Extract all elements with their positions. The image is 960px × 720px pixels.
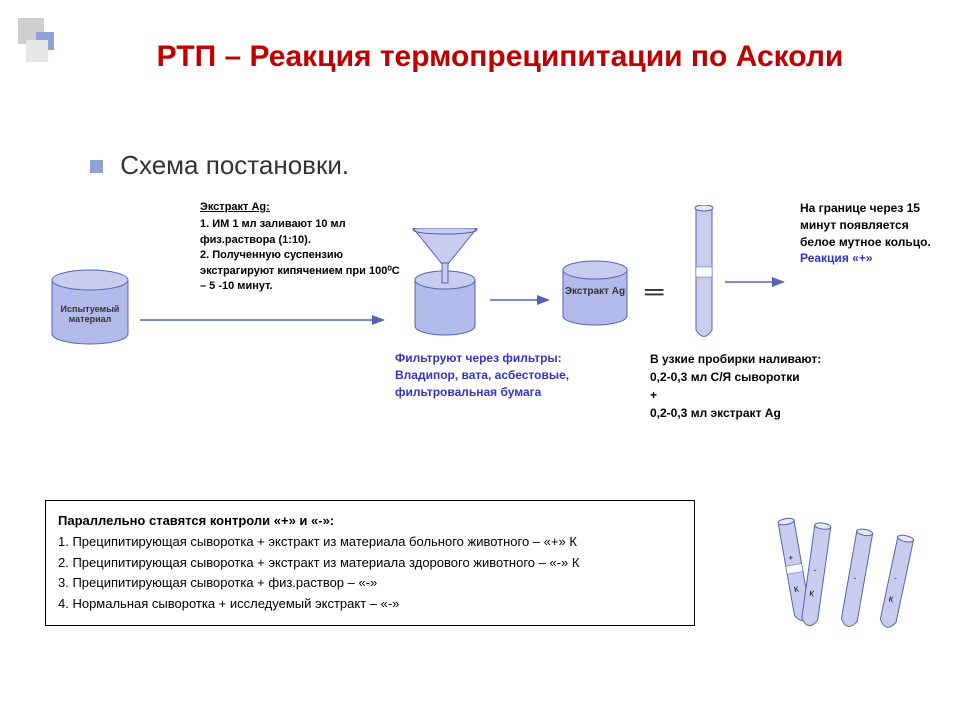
extract-instructions: Экстракт Аg: 1. ИМ 1 мл заливают 10 мл ф… (200, 200, 400, 294)
arrow-icon (490, 290, 550, 310)
arrow-icon (725, 272, 785, 292)
funnel-cylinder (405, 228, 485, 343)
arrow-icon (140, 310, 385, 330)
test-tube-result (690, 205, 718, 350)
filter-description: Фильтруют через фильтры: Владипор, вата,… (395, 350, 615, 400)
result-description: На границе через 15 минут появляется бел… (800, 200, 940, 267)
control-tubes: + К - К - - К (760, 510, 940, 655)
equals-icon: ═ (645, 276, 663, 307)
extract-ag-cylinder: Экстракт Аg (560, 258, 630, 333)
page-title: РТП – Реакция термопреципитации по Аскол… (100, 38, 900, 76)
decor-squares-icon (18, 18, 78, 78)
test-material-cylinder: Испытуемый материал (50, 268, 130, 351)
flow-diagram: Испытуемый материал Экстракт Аg: 1. ИМ 1… (50, 210, 950, 470)
subtitle: Схема постановки. (90, 150, 349, 181)
bullet-icon (90, 160, 103, 173)
tubes-instructions: В узкие пробирки наливают: 0,2-0,3 мл С/… (650, 350, 840, 422)
controls-box: Параллельно ставятся контроли «+» и «-»:… (45, 500, 695, 626)
